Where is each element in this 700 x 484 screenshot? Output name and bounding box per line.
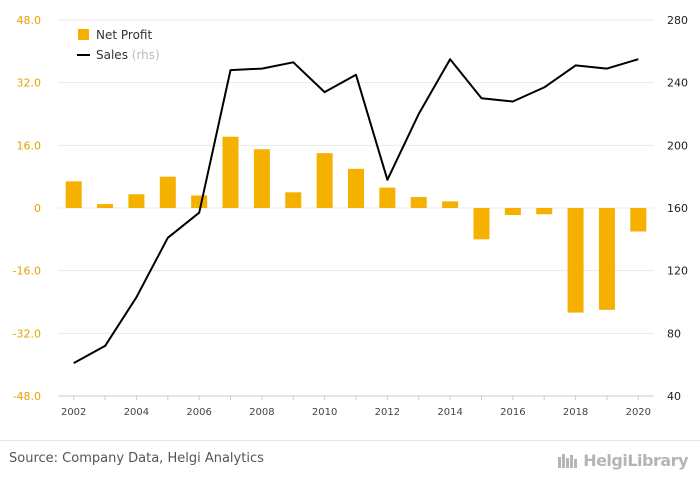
right-tick-label: 40: [667, 390, 681, 403]
right-axis-labels: 40 80 120 160 200 240 280: [667, 14, 688, 403]
bar-net-profit[interactable]: [473, 208, 490, 240]
x-tick-label: 2006: [186, 407, 211, 418]
bar-net-profit[interactable]: [504, 208, 521, 216]
x-tick-label: 2020: [626, 407, 651, 418]
source-note: Source: Company Data, Helgi Analytics: [9, 451, 264, 466]
left-tick-label: 48.0: [17, 14, 42, 27]
bar-net-profit[interactable]: [97, 204, 114, 208]
sales-line[interactable]: [73, 58, 639, 364]
bar-net-profit[interactable]: [253, 149, 270, 208]
left-axis-labels: -48.0 -32.0 -16.0 0 16.0 32.0 48.0: [13, 14, 41, 403]
grid-lines: [58, 19, 654, 397]
right-tick-label: 280: [667, 14, 688, 27]
bar-net-profit[interactable]: [536, 208, 553, 215]
x-tick-label: 2018: [563, 407, 588, 418]
x-tick-label: 2002: [61, 407, 86, 418]
brand-text: HelgiLibrary: [583, 450, 688, 470]
legend: Net Profit Sales (rhs): [77, 28, 160, 62]
left-tick-label: -16.0: [13, 265, 41, 278]
right-tick-label: 200: [667, 139, 688, 152]
bar-net-profit[interactable]: [598, 208, 615, 310]
left-tick-label: -48.0: [13, 390, 41, 403]
sales-line-group: [73, 58, 639, 364]
left-tick-label: -32.0: [13, 327, 41, 340]
right-tick-label: 120: [667, 265, 688, 278]
right-tick-label: 240: [667, 77, 688, 90]
bar-net-profit[interactable]: [65, 181, 82, 208]
bar-net-profit[interactable]: [285, 192, 302, 208]
legend-label-sales[interactable]: Sales (rhs): [96, 48, 160, 62]
right-tick-label: 160: [667, 202, 688, 215]
right-tick-label: 80: [667, 327, 681, 340]
legend-swatch-net-profit: [78, 29, 89, 40]
x-tick-label: 2008: [249, 407, 274, 418]
bar-net-profit[interactable]: [348, 168, 364, 208]
left-tick-label: 0: [34, 202, 41, 215]
bar-net-profit[interactable]: [191, 195, 208, 208]
left-tick-label: 16.0: [17, 139, 42, 152]
net-profit-bars: [65, 136, 647, 313]
footer: Source: Company Data, Helgi Analytics He…: [0, 440, 700, 484]
x-tick-label: 2014: [437, 407, 462, 418]
x-axis-labels: 2002 2004 2006 2008 2010 2012 2014 2016 2018 2020: [61, 396, 651, 418]
legend-label-sales-name: Sales: [96, 48, 128, 62]
x-tick-label: 2012: [375, 407, 400, 418]
bar-net-profit[interactable]: [316, 153, 333, 208]
bar-net-profit[interactable]: [630, 208, 647, 232]
x-tick-label: 2004: [124, 407, 149, 418]
bar-net-profit[interactable]: [567, 208, 584, 313]
bar-net-profit[interactable]: [379, 187, 396, 208]
bar-net-profit[interactable]: [128, 194, 145, 208]
x-tick-label: 2016: [500, 407, 525, 418]
legend-label-sales-suffix: (rhs): [132, 48, 160, 62]
legend-label-net-profit[interactable]: Net Profit: [96, 28, 152, 42]
x-tick-label: 2010: [312, 407, 337, 418]
brand-logo[interactable]: HelgiLibrary: [557, 449, 688, 471]
bar-net-profit[interactable]: [410, 197, 427, 208]
bar-net-profit[interactable]: [222, 136, 239, 208]
bar-net-profit[interactable]: [159, 176, 176, 208]
left-tick-label: 32.0: [17, 77, 42, 90]
library-icon: [558, 454, 578, 468]
combo-chart: -48.0 -32.0 -16.0 0 16.0 32.0 48.0 40 80 120 160 2…: [13, 14, 688, 418]
bar-net-profit[interactable]: [442, 201, 459, 208]
